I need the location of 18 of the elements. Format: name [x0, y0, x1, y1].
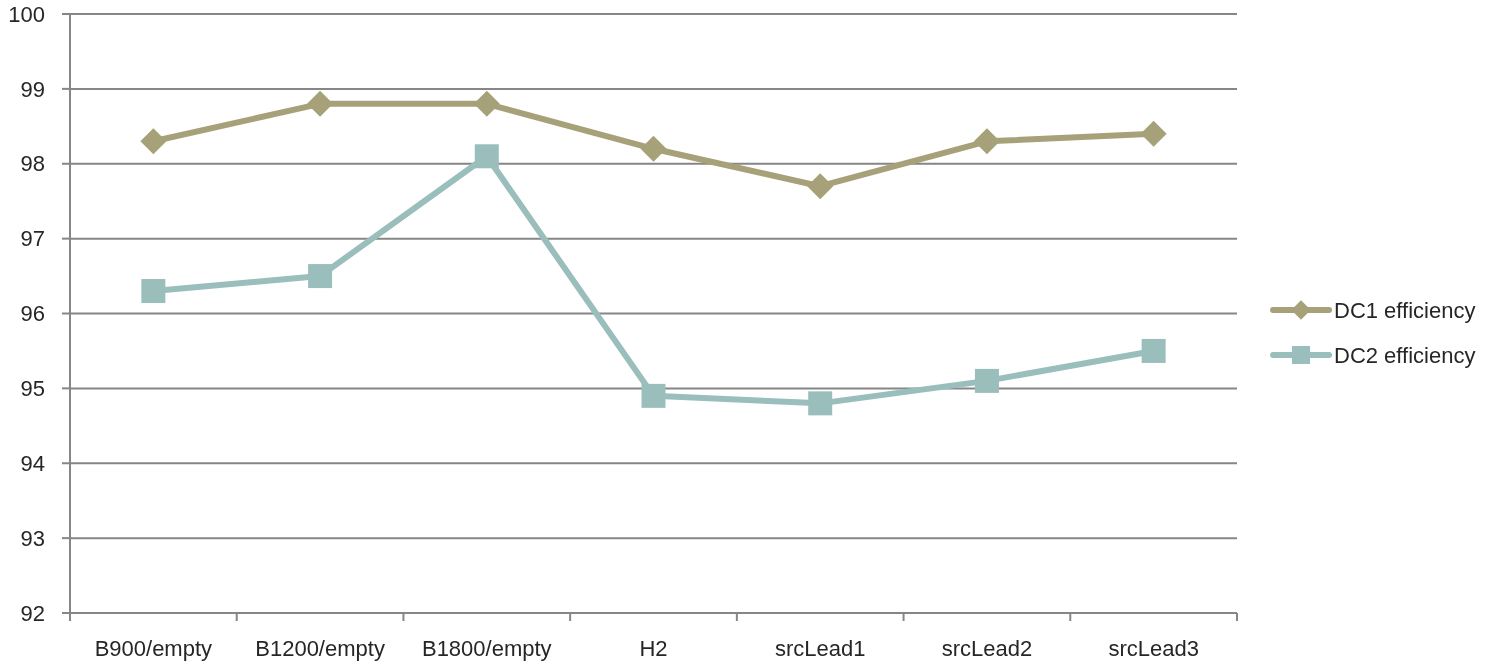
x-tick-label: srcLead3: [1108, 635, 1199, 661]
y-tick-label: 100: [8, 1, 45, 27]
y-tick-label: 95: [20, 376, 45, 402]
legend-label: DC2 efficiency: [1334, 342, 1476, 368]
x-tick-label: H2: [639, 635, 668, 661]
x-tick-label: B1800/empty: [421, 635, 552, 661]
y-tick-label: 92: [20, 600, 45, 626]
y-tick-label: 99: [20, 76, 45, 102]
x-tick-label: srcLead2: [941, 635, 1033, 661]
y-tick-label: 98: [20, 151, 45, 177]
y-tick-label: 96: [20, 301, 45, 327]
y-tick-label: 94: [20, 450, 45, 476]
x-tick-label: srcLead1: [774, 635, 866, 661]
x-tick-label: B900/empty: [94, 635, 213, 661]
y-tick-label: 93: [20, 525, 45, 551]
legend-label: DC1 efficiency: [1334, 297, 1476, 323]
y-tick-label: 97: [20, 226, 45, 252]
x-tick-label: B1200/empty: [255, 635, 385, 661]
